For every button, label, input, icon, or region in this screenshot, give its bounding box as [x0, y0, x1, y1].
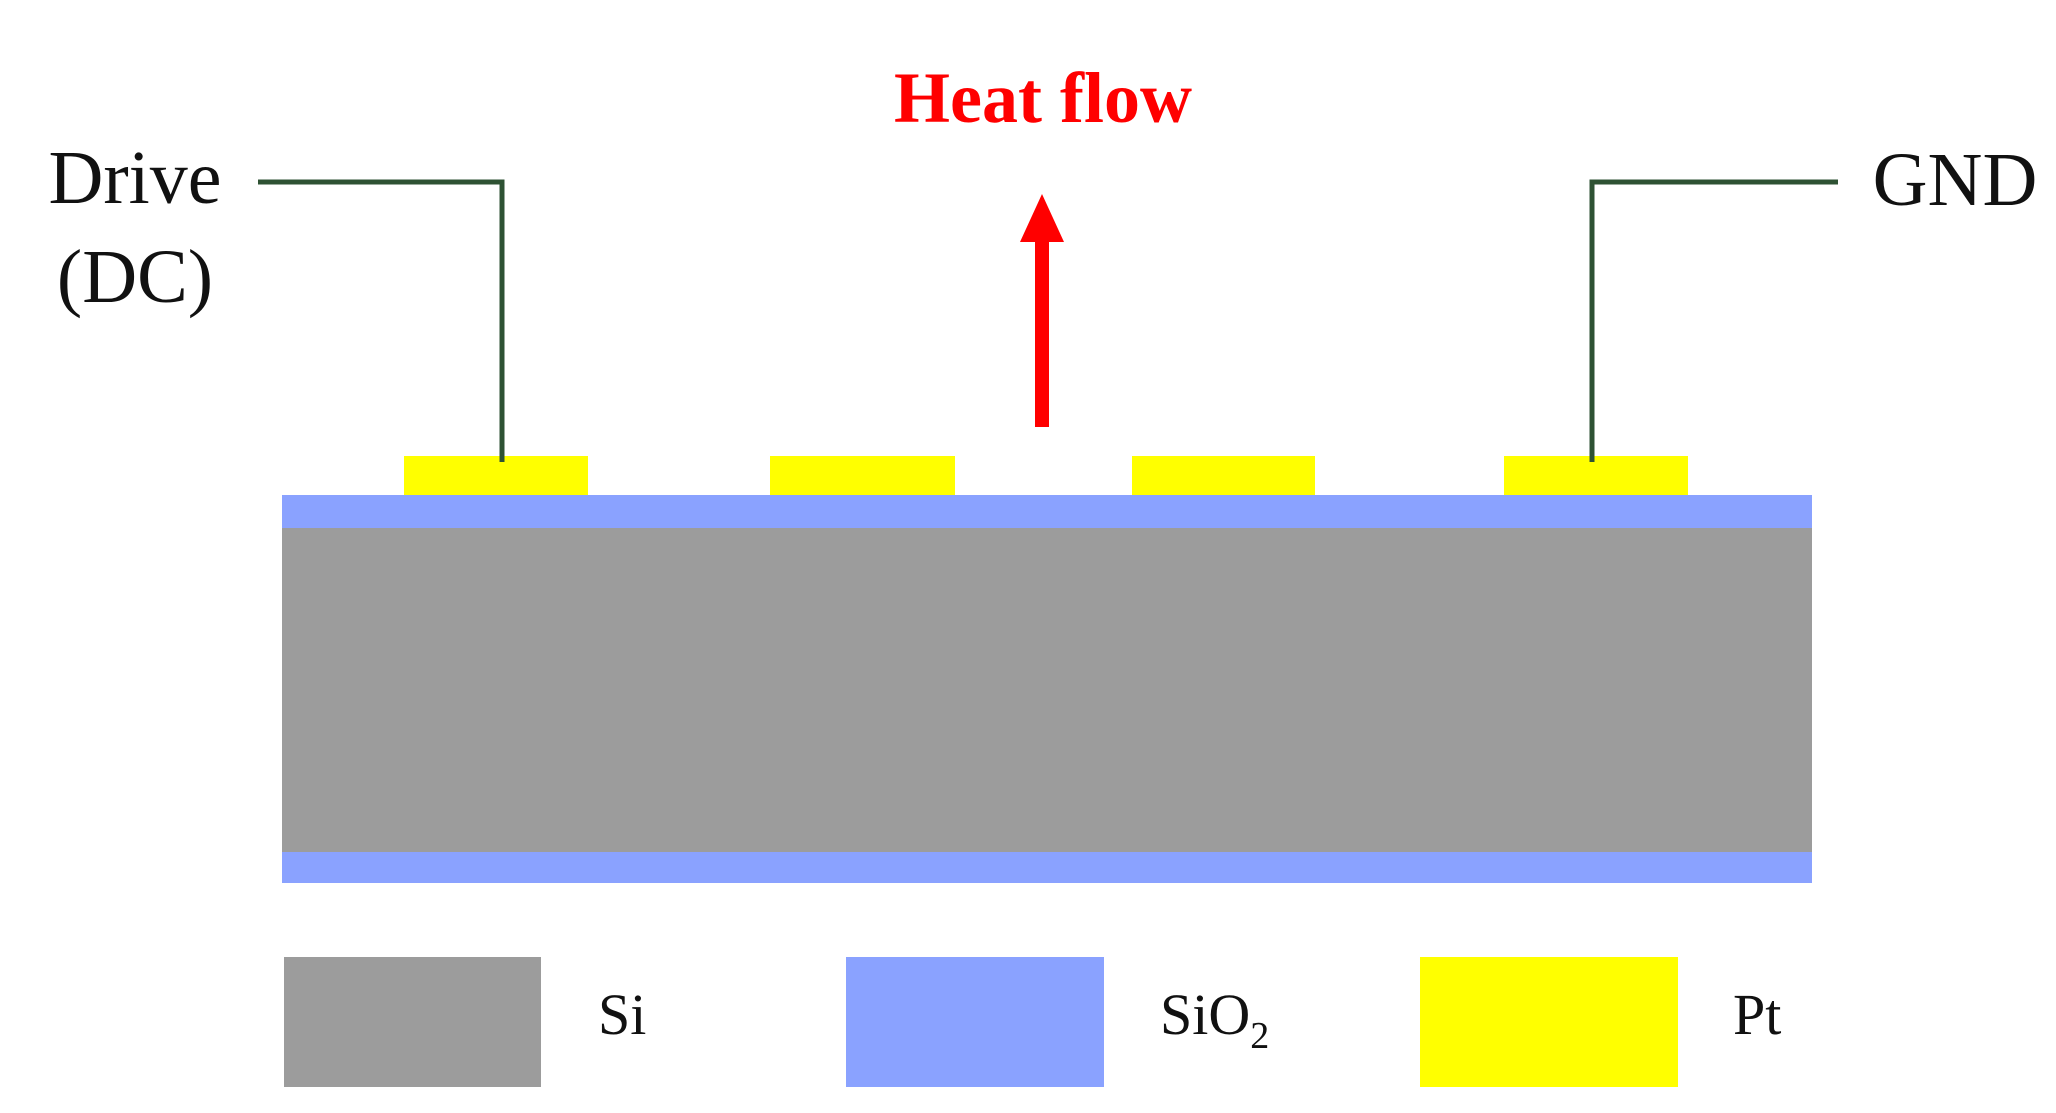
pt-electrode-2	[770, 456, 955, 495]
pt-electrode-1	[404, 456, 588, 495]
legend-swatch-si	[284, 957, 541, 1087]
heat-flow-label: Heat flow	[894, 58, 1192, 138]
drive-label: Drive	[48, 136, 221, 220]
heat-flow-arrow	[1020, 194, 1064, 427]
si-substrate	[282, 528, 1812, 852]
sio2-bottom-layer	[282, 852, 1812, 883]
ground-label: GND	[1873, 138, 2038, 222]
legend-label-sio2-base: SiO	[1160, 982, 1250, 1047]
ground-wire	[1592, 182, 1838, 462]
pt-electrode-4	[1504, 456, 1688, 495]
wafer-stack	[282, 495, 1812, 883]
legend-swatch-sio2	[846, 957, 1104, 1087]
legend-swatch-pt	[1420, 957, 1678, 1087]
pt-electrodes	[404, 456, 1688, 495]
legend: Si SiO2 Pt	[284, 957, 1781, 1087]
sio2-top-layer	[282, 495, 1812, 528]
legend-label-sio2-subscript: 2	[1250, 1015, 1269, 1057]
drive-dc-label: (DC)	[57, 235, 213, 319]
legend-label-sio2: SiO2	[1160, 982, 1269, 1057]
drive-wire	[258, 182, 502, 462]
legend-label-si: Si	[598, 982, 646, 1047]
pt-electrode-3	[1132, 456, 1315, 495]
legend-label-pt: Pt	[1733, 982, 1781, 1047]
